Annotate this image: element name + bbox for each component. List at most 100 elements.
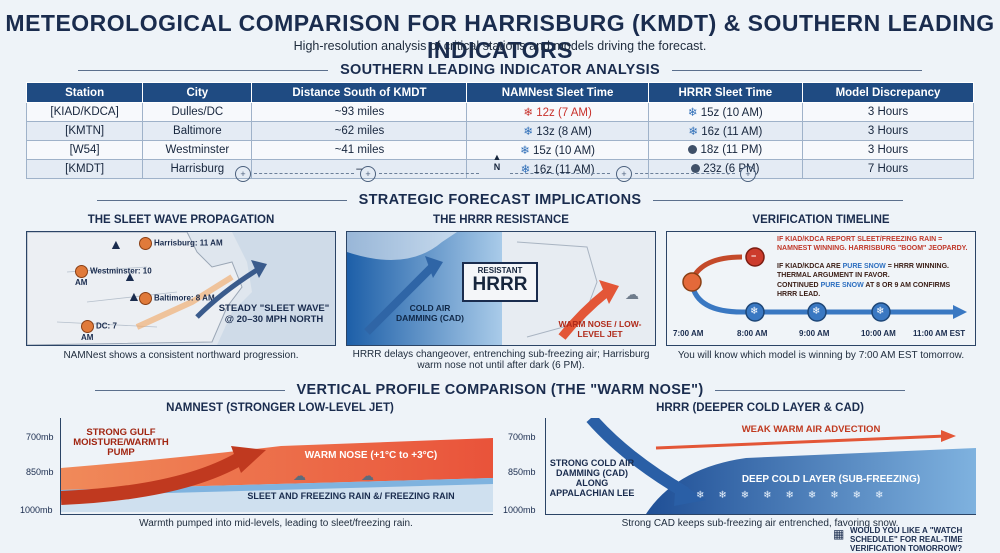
table-row: [W54] Westminster ~41 miles ❄ 15z (10 AM… [25, 140, 974, 160]
snowflake-icon: ❄ [687, 107, 701, 119]
scale-dash [379, 173, 479, 174]
heading-rule-right [653, 199, 904, 201]
badge-main-label: HRRR [472, 274, 528, 295]
cell-station: [KMDT] [25, 159, 144, 179]
cell-namnest: ❄ 15z (10 AM) [466, 140, 649, 160]
watch-schedule-prompt[interactable]: WOULD YOU LIKE A "WATCH SCHEDULE" FOR RE… [850, 526, 963, 553]
cell-station: [KMTN] [25, 121, 144, 141]
note1-text: IF KIAD/KDCA REPORT SLEET/FREEZING RAIN … [777, 236, 968, 252]
pin-baltimore-label: Baltimore: 8 AM [154, 293, 215, 303]
sleet-wave-arrow-icon [195, 260, 267, 319]
sleet-wave-map: ▲ ▲ ▲ Harrisburg: 11 AM Westminster: 10 … [26, 231, 336, 346]
note-hrrr-winning: IF KIAD/KDCA ARE PURE SNOW = HRRR WINNIN… [777, 263, 969, 280]
heading-rule-right [715, 389, 906, 391]
warning-icon: ▲ [109, 236, 123, 252]
pin-westminster: Westminster: 10 AM [75, 265, 155, 287]
namnest-profile-title: NAMNEST (STRONGER LOW-LEVEL JET) [166, 402, 394, 414]
time-10am: 10:00 AM [861, 329, 896, 338]
heading-rule-left [78, 69, 329, 71]
snowflake-icon: ❄ [688, 126, 702, 138]
cad-appalachian-label: STRONG COLD AIR DAMMING (CAD) ALONG APPA… [549, 458, 635, 498]
sleet-freezing-rain-label: SLEET AND FREEZING RAIN &/ FREEZING RAIN [247, 491, 455, 501]
cell-city: Baltimore [142, 121, 253, 141]
cloud-icon: ☁ [625, 286, 639, 302]
panel-title-verification: VERIFICATION TIMELINE [752, 214, 890, 226]
level-850: 850mb [26, 467, 54, 477]
cell-namnest: ❄ 13z (8 AM) [466, 121, 649, 141]
heading-rule-right [671, 69, 922, 71]
warning-icon: ▲ [123, 268, 137, 284]
note2-highlight: PURE SNOW [842, 263, 886, 270]
sleet-wave-label: STEADY "SLEET WAVE" @ 20–30 MPH NORTH [218, 303, 330, 325]
note2-prefix: IF KIAD/KDCA ARE [777, 263, 843, 270]
crosshair-icon: + [360, 166, 376, 182]
pin-dc-label: DC: 7 AM [81, 321, 117, 342]
namnest-profile-caption: Warmth pumped into mid-levels, leading t… [139, 518, 413, 529]
pin-harrisburg: Harrisburg: 11 AM [139, 237, 223, 250]
hrrr-resistance-caption: HRRR delays changeover, entrenching sub-… [352, 349, 650, 371]
implications-heading-text: STRATEGIC FORECAST IMPLICATIONS [358, 192, 642, 208]
cell-discrepancy: 3 Hours [802, 140, 974, 160]
note-confirm: CONTINUED PURE SNOW AT 8 OR 9 AM CONFIRM… [777, 282, 969, 299]
level-700: 700mb [508, 432, 536, 442]
warm-nose-label: WARM NOSE (+1°C to +3°C) [304, 450, 438, 461]
pin-dc: DC: 7 AM [81, 320, 131, 342]
level-700: 700mb [26, 432, 54, 442]
table-header-row: Station City Distance South of KMDT NAMN… [25, 82, 974, 103]
cell-hrrr: ❄ 15z (10 AM) [647, 102, 804, 122]
note3-prefix: CONTINUED [777, 282, 821, 289]
sleet-icon: ❄ [523, 107, 537, 119]
snowflake-icon: ❄ [750, 306, 759, 317]
scale-dash [635, 173, 735, 174]
hrrr-profile-graphic [586, 414, 976, 514]
time-11am: 11:00 AM EST [913, 329, 966, 338]
indicator-heading-text: SOUTHERN LEADING INDICATOR ANALYSIS [340, 62, 660, 78]
col-hrrr: HRRR Sleet Time [647, 82, 804, 103]
cad-label: COLD AIR DAMMING (CAD) [396, 303, 464, 323]
cell-city: Harrisburg [142, 159, 253, 179]
note3-highlight: PURE SNOW [820, 282, 864, 289]
note2-suffix: = HRRR WINNING. THERMAL ARGUMENT IN FAVO… [777, 263, 949, 279]
profile-heading-text: VERTICAL PROFILE COMPARISON (THE "WARM N… [296, 382, 704, 398]
level-1000: 1000mb [503, 505, 536, 515]
level-850: 850mb [508, 467, 536, 477]
crosshair-icon: + [235, 166, 251, 182]
deep-cold-layer-label: DEEP COLD LAYER (SUB-FREEZING) [741, 474, 921, 485]
heading-rule-left [94, 389, 285, 391]
note3-suffix: AT 8 OR 9 AM CONFIRMS HRRR LEAD. [777, 282, 951, 298]
scale-dash [510, 173, 610, 174]
warm-nose-label: WARM NOSE / LOW-LEVEL JET [558, 319, 642, 339]
crosshair-icon: + [740, 166, 756, 182]
note-namnest-winning: IF KIAD/KDCA REPORT SLEET/FREEZING RAIN … [777, 236, 969, 253]
weak-advection-label: WEAK WARM AIR ADVECTION [741, 424, 881, 435]
snowflake-icon: ❄ [523, 126, 537, 138]
verification-timeline: − ❄ ❄ ❄ IF KIAD/KDCA REPORT SLEET/FREEZI… [666, 231, 976, 346]
stop-icon: − [751, 251, 757, 261]
snowflake-icon: ❄❄❄❄❄❄❄❄❄ [696, 490, 898, 501]
namnest-time: 12z (7 AM) [536, 107, 592, 119]
col-station: Station [25, 82, 144, 103]
gulf-jet-label: STRONG GULF MOISTURE/WARMTH PUMP [73, 427, 169, 458]
heading-rule-left [96, 199, 347, 201]
cell-station: [W54] [25, 140, 144, 160]
clock-icon [139, 292, 152, 305]
hrrr-time: 15z (10 AM) [700, 107, 763, 119]
cell-discrepancy: 7 Hours [802, 159, 974, 179]
namnest-profile-graphic [60, 438, 493, 512]
north-label: N [493, 162, 501, 172]
clock-icon [139, 237, 152, 250]
page-subtitle: High-resolution analysis of critical sta… [293, 39, 707, 53]
profile-heading: VERTICAL PROFILE COMPARISON (THE "WARM N… [0, 382, 1000, 398]
table-row: [KMTN] Baltimore ~62 miles ❄ 13z (8 AM) … [25, 121, 974, 141]
table-row: [KIAD/KDCA] Dulles/DC ~93 miles ❄ 12z (7… [25, 102, 974, 122]
implications-heading: STRATEGIC FORECAST IMPLICATIONS [0, 192, 1000, 208]
level-1000: 1000mb [20, 505, 53, 515]
cell-distance: ~62 miles [251, 121, 468, 141]
cell-discrepancy: 3 Hours [802, 121, 974, 141]
cell-discrepancy: 3 Hours [802, 102, 974, 122]
namnest-time: 15z (10 AM) [533, 145, 595, 157]
hrrr-profile-caption: Strong CAD keeps sub-freezing air entren… [621, 518, 899, 529]
snowflake-icon: ❄ [520, 145, 533, 157]
crosshair-icon: + [616, 166, 632, 182]
timeline-graphic [682, 247, 967, 322]
